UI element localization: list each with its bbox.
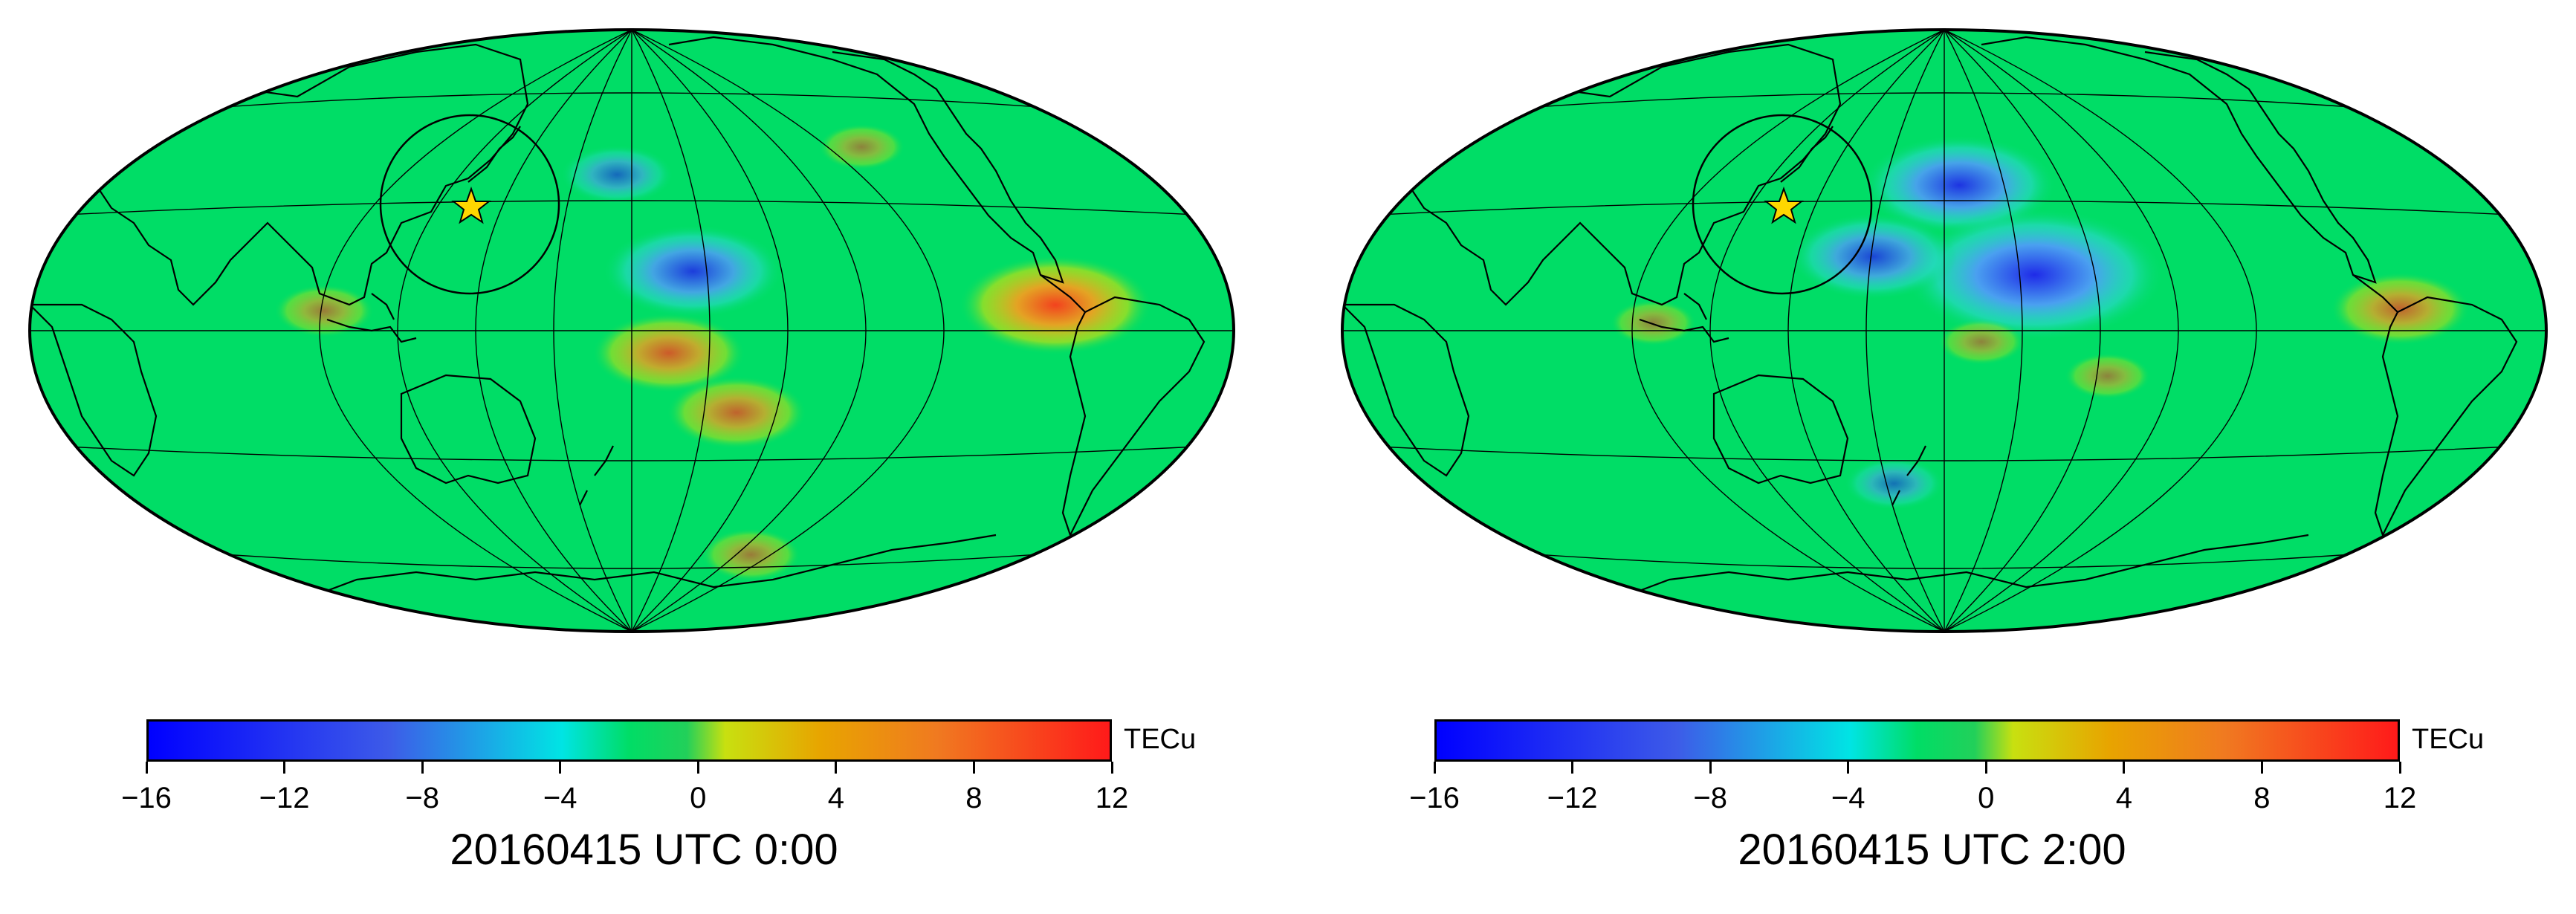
star-icon <box>451 186 491 224</box>
tec-anomaly-positive <box>701 528 801 582</box>
colorbar-tick <box>972 762 975 774</box>
colorbar-tick-label: 12 <box>1095 782 1129 814</box>
tec-anomaly-positive <box>274 284 375 337</box>
colorbar-tick <box>835 762 838 774</box>
tec-anomaly-negative <box>603 224 783 318</box>
colorbar-tick-label: 4 <box>2115 782 2132 814</box>
epicenter-ring <box>379 114 560 295</box>
map-panel-0200: TECu −16 −12 −8 −4 0 4 8 12 20160415 UTC 2:00 <box>1288 0 2576 914</box>
colorbar-tick-label: 12 <box>2383 782 2417 814</box>
colorbar-tick-label: −16 <box>1409 782 1460 814</box>
star-icon <box>1764 186 1804 224</box>
colorbar-tick <box>1709 762 1712 774</box>
colorbar-tick-label: 0 <box>1978 782 1995 814</box>
panel-title: 20160415 UTC 0:00 <box>450 826 838 874</box>
world-map <box>1341 28 2548 633</box>
tec-anomaly-positive <box>959 255 1153 355</box>
tec-anomaly-positive <box>1938 319 2025 366</box>
colorbar-tick <box>1571 762 1574 774</box>
colorbar-tick <box>421 762 424 774</box>
map-border <box>1341 28 2548 633</box>
tec-anomaly-positive <box>2330 272 2470 346</box>
colorbar-tick-label: −8 <box>1693 782 1727 814</box>
colorbar-tick-label: −4 <box>1831 782 1865 814</box>
graticule <box>1342 30 2546 632</box>
colorbar-tick-label: −4 <box>543 782 577 814</box>
tec-anomaly-positive <box>818 123 905 170</box>
colorbar-tick-label: 0 <box>690 782 707 814</box>
world-map <box>28 28 1235 633</box>
colorbar-unit: TECu <box>1124 724 1197 755</box>
map-border <box>28 28 1235 633</box>
colorbar-tick-label: −12 <box>1547 782 1598 814</box>
tec-anomaly-positive <box>667 376 807 450</box>
colorbar-tick <box>1984 762 1987 774</box>
colorbar-tick <box>2123 762 2126 774</box>
tec-anomaly-positive <box>592 313 745 393</box>
colorbar-unit: TECu <box>2412 724 2485 755</box>
colorbar <box>146 719 1112 762</box>
colorbar-tick-label: −8 <box>405 782 439 814</box>
colorbar-tick-label: 8 <box>2253 782 2271 814</box>
colorbar-tick-label: 8 <box>965 782 983 814</box>
panel-title: 20160415 UTC 2:00 <box>1738 826 2126 874</box>
coastlines <box>30 36 1206 603</box>
tec-anomaly-positive <box>1610 299 1697 346</box>
colorbar-tick <box>1847 762 1850 774</box>
coastlines <box>1342 36 2518 603</box>
map-panel-0000: TECu −16 −12 −8 −4 0 4 8 12 20160415 UTC 0:00 <box>28 28 1235 874</box>
colorbar-tick <box>559 762 562 774</box>
colorbar-tick <box>145 762 148 774</box>
colorbar-tick-label: −16 <box>121 782 172 814</box>
tec-anomalies <box>1610 135 2470 511</box>
epicenter-ring <box>1692 114 1873 295</box>
tec-anomalies <box>274 123 1153 582</box>
colorbar-tick <box>2398 762 2401 774</box>
colorbar-tick-label: −12 <box>259 782 310 814</box>
tec-anomaly-negative <box>560 145 674 205</box>
colorbar-tick <box>1110 762 1113 774</box>
colorbar-tick-label: 4 <box>827 782 844 814</box>
colorbar-tick <box>2260 762 2263 774</box>
colorbar-tick <box>283 762 286 774</box>
graticule <box>30 30 1234 632</box>
colorbar-tick <box>1433 762 1436 774</box>
tec-anomaly-negative <box>1844 457 1944 511</box>
tec-anomaly-positive <box>2064 353 2151 400</box>
colorbar-tick <box>696 762 699 774</box>
colorbar <box>1434 719 2400 762</box>
